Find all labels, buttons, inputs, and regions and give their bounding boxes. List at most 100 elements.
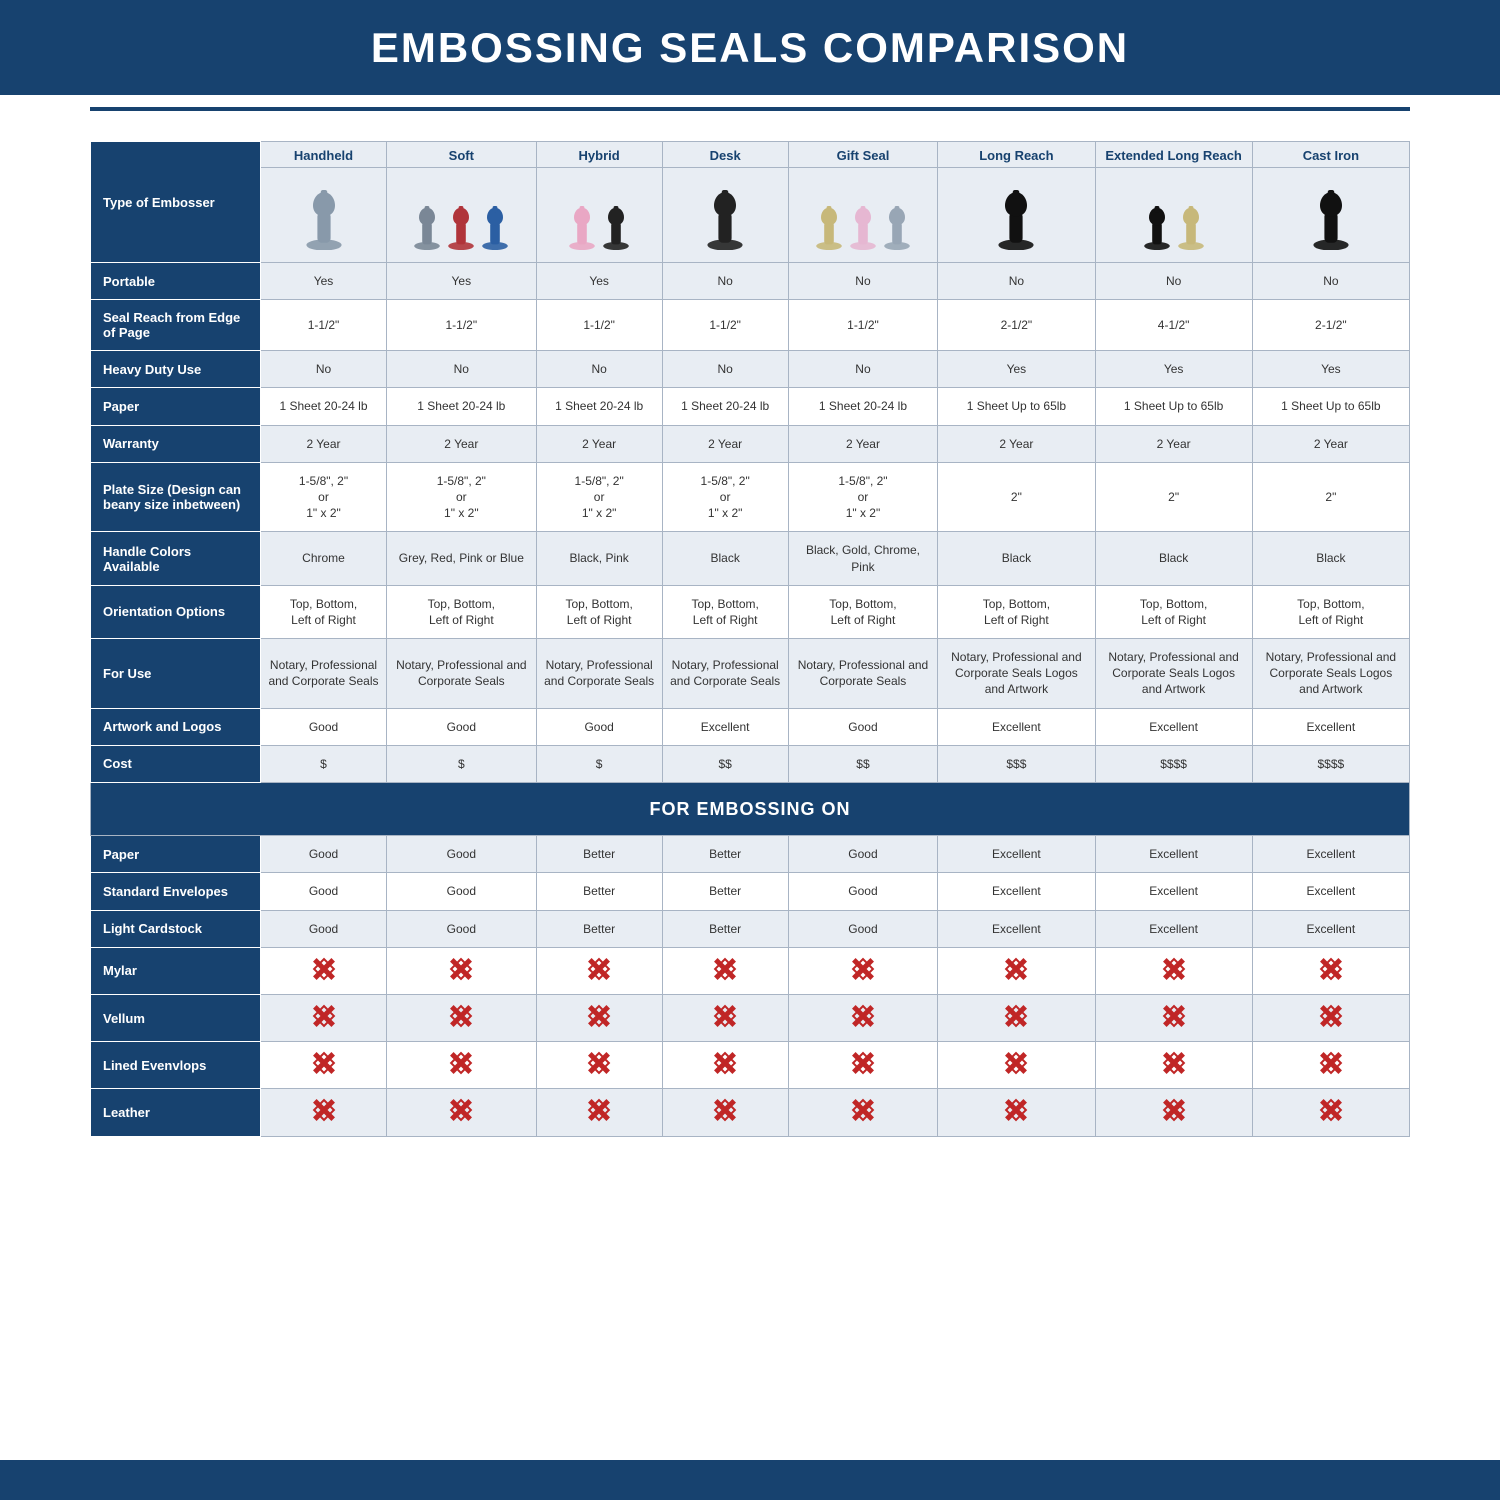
not-supported-icon xyxy=(1163,1005,1185,1027)
cell: Excellent xyxy=(1252,873,1409,910)
product-image-hybrid xyxy=(536,168,662,263)
not-supported-icon xyxy=(1320,1099,1342,1121)
title-bar: EMBOSSING SEALS COMPARISON xyxy=(0,0,1500,95)
embosser-icon xyxy=(994,190,1038,251)
cell xyxy=(387,947,537,994)
cell: Black, Pink xyxy=(536,532,662,585)
cell xyxy=(788,995,938,1042)
table-row: Warranty2 Year2 Year2 Year2 Year2 Year2 … xyxy=(91,425,1410,462)
cell: Excellent xyxy=(938,873,1095,910)
cell: Excellent xyxy=(938,836,1095,873)
cell: Top, Bottom,Left of Right xyxy=(261,585,387,638)
cell: Black, Gold, Chrome, Pink xyxy=(788,532,938,585)
cell xyxy=(788,1042,938,1089)
cell: Grey, Red, Pink or Blue xyxy=(387,532,537,585)
not-supported-icon xyxy=(588,958,610,980)
row-header: Mylar xyxy=(91,947,261,994)
cell: Top, Bottom,Left of Right xyxy=(536,585,662,638)
cell: Top, Bottom,Left of Right xyxy=(1095,585,1252,638)
cell: No xyxy=(536,351,662,388)
cell xyxy=(788,1089,938,1136)
cell: $ xyxy=(536,745,662,782)
col-cast-iron: Cast Iron xyxy=(1252,142,1409,168)
cell: Notary, Professional and Corporate Seals… xyxy=(1252,639,1409,709)
cell: 2 Year xyxy=(1252,425,1409,462)
col-desk: Desk xyxy=(662,142,788,168)
cell: 1 Sheet Up to 65lb xyxy=(938,388,1095,425)
cell: 2-1/2" xyxy=(938,300,1095,351)
cell: Good xyxy=(387,873,537,910)
cell xyxy=(536,1042,662,1089)
cell: Excellent xyxy=(1252,836,1409,873)
table-row: Paper1 Sheet 20-24 lb1 Sheet 20-24 lb1 S… xyxy=(91,388,1410,425)
cell: $$ xyxy=(662,745,788,782)
cell: 2 Year xyxy=(261,425,387,462)
embosser-icon xyxy=(479,206,511,250)
product-image-desk xyxy=(662,168,788,263)
cell: Black xyxy=(662,532,788,585)
cell xyxy=(1095,995,1252,1042)
not-supported-icon xyxy=(852,1052,874,1074)
cell: 1 Sheet Up to 65lb xyxy=(1095,388,1252,425)
cell: Good xyxy=(387,836,537,873)
row-header: Paper xyxy=(91,388,261,425)
not-supported-icon xyxy=(313,958,335,980)
cell: 2 Year xyxy=(938,425,1095,462)
table-row: Handle Colors AvailableChromeGrey, Red, … xyxy=(91,532,1410,585)
row-header: Handle Colors Available xyxy=(91,532,261,585)
cell: $$$ xyxy=(938,745,1095,782)
cell: No xyxy=(788,351,938,388)
cell: Notary, Professional and Corporate Seals… xyxy=(938,639,1095,709)
cell: Better xyxy=(536,873,662,910)
not-supported-icon xyxy=(1005,1099,1027,1121)
cell: Top, Bottom,Left of Right xyxy=(788,585,938,638)
cell xyxy=(788,947,938,994)
cell: Excellent xyxy=(662,708,788,745)
cell: 1-5/8", 2"or1" x 2" xyxy=(387,462,537,532)
cell: Yes xyxy=(938,351,1095,388)
cell: No xyxy=(387,351,537,388)
cell: Notary, Professional and Corporate Seals xyxy=(536,639,662,709)
table-row: For UseNotary, Professional and Corporat… xyxy=(91,639,1410,709)
not-supported-icon xyxy=(1163,958,1185,980)
table-row: Cost$$$$$$$$$$$$$$$$$$ xyxy=(91,745,1410,782)
cell: 1 Sheet 20-24 lb xyxy=(788,388,938,425)
cell: Good xyxy=(788,708,938,745)
table-row: PaperGoodGoodBetterBetterGoodExcellentEx… xyxy=(91,836,1410,873)
cell xyxy=(1095,947,1252,994)
cell: Excellent xyxy=(1252,708,1409,745)
cell xyxy=(1252,1089,1409,1136)
col-soft: Soft xyxy=(387,142,537,168)
table-row: Seal Reach from Edge of Page1-1/2"1-1/2"… xyxy=(91,300,1410,351)
not-supported-icon xyxy=(450,958,472,980)
cell: Black xyxy=(1252,532,1409,585)
cell xyxy=(1252,995,1409,1042)
product-image-extended-long-reach xyxy=(1095,168,1252,263)
cell xyxy=(387,995,537,1042)
not-supported-icon xyxy=(313,1005,335,1027)
cell xyxy=(536,1089,662,1136)
cell: No xyxy=(662,263,788,300)
cell: Good xyxy=(261,910,387,947)
cell: Excellent xyxy=(1252,910,1409,947)
row-header: For Use xyxy=(91,639,261,709)
cell: 1-1/2" xyxy=(788,300,938,351)
cell xyxy=(1252,1042,1409,1089)
cell: 1-1/2" xyxy=(387,300,537,351)
product-image-gift-seal xyxy=(788,168,938,263)
cell xyxy=(662,1089,788,1136)
not-supported-icon xyxy=(714,958,736,980)
cell: 2 Year xyxy=(387,425,537,462)
cell xyxy=(1252,947,1409,994)
row-header: Orientation Options xyxy=(91,585,261,638)
cell xyxy=(261,995,387,1042)
product-image-handheld xyxy=(261,168,387,263)
embosser-icon xyxy=(1175,206,1207,250)
cell: 2" xyxy=(1252,462,1409,532)
cell: Good xyxy=(788,910,938,947)
not-supported-icon xyxy=(852,1099,874,1121)
cell: Notary, Professional and Corporate Seals xyxy=(261,639,387,709)
cell: No xyxy=(788,263,938,300)
cell: Yes xyxy=(536,263,662,300)
embosser-icon xyxy=(1141,206,1173,250)
